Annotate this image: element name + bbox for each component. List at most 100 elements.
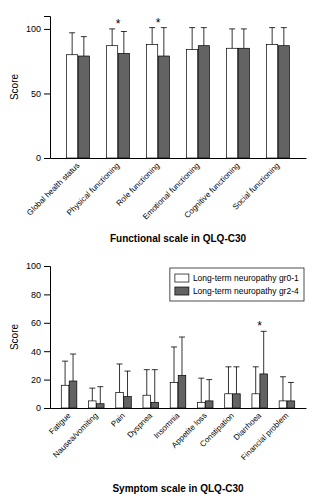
x-axis: FatigueNausea/vomitingPainDyspneaInsomni… — [47, 409, 306, 463]
tick-mark — [44, 323, 50, 324]
error-bar — [206, 380, 212, 401]
chart: 0 50 100 Global health statusPhysical funct… — [0, 0, 316, 500]
tick: Physical functioning — [65, 161, 121, 217]
tick-mark — [44, 351, 50, 352]
tick-label: Physical functioning — [65, 161, 121, 217]
error-bar — [171, 347, 177, 383]
tick-label: 0 — [36, 403, 41, 413]
error-bar — [225, 367, 231, 394]
error-bar — [253, 367, 259, 394]
axis-line — [51, 158, 307, 159]
bar — [170, 382, 178, 408]
tick: 0 — [36, 403, 50, 413]
tick-label: Cognitive functioning — [183, 161, 242, 220]
tick: 100 — [26, 24, 50, 34]
tick: Constipation — [198, 411, 236, 449]
error-bar — [161, 28, 167, 56]
tick-mark — [44, 380, 50, 381]
error-bar — [149, 28, 155, 45]
error-bar — [280, 377, 286, 401]
bar — [78, 56, 89, 158]
error-bar — [281, 28, 287, 46]
annotation: * — [156, 16, 161, 30]
tick-label: 80 — [31, 290, 41, 300]
tick: 40 — [31, 347, 50, 357]
legend-item: Long-term neuropathy gr0-1 — [175, 273, 299, 283]
tick: 0 — [36, 153, 50, 163]
bar — [252, 394, 260, 408]
bar — [238, 48, 249, 158]
error-bar — [125, 371, 131, 397]
error-bar — [288, 382, 294, 400]
error-bar — [69, 33, 75, 55]
tick-label: 50 — [31, 89, 41, 99]
y-axis: 0 20 40 60 80 100 — [26, 261, 51, 413]
panel: 0 20 40 60 80 100 FatigueNausea/vomitingPainDy… — [9, 261, 307, 494]
tick-label: Constipation — [198, 411, 236, 449]
error-bar — [229, 29, 235, 48]
error-bar — [97, 387, 103, 404]
error-bar — [198, 378, 204, 402]
x-axis: Global health statusPhysical functioning… — [25, 159, 306, 222]
error-bar — [89, 388, 95, 401]
error-bar — [121, 31, 127, 53]
axis-line — [51, 408, 307, 409]
tick-mark — [44, 29, 50, 30]
bar — [279, 401, 287, 408]
tick: Dyspnea — [125, 411, 154, 440]
tick-label: Dyspnea — [125, 411, 154, 440]
tick-label: Financial problem — [239, 411, 290, 462]
error-bar — [109, 29, 115, 46]
legend-frame — [170, 268, 304, 301]
tick-mark — [44, 266, 50, 267]
error-bar — [233, 367, 239, 394]
bar — [124, 397, 132, 408]
error-bar — [189, 28, 195, 50]
legend: Long-term neuropathy gr0-1Long-term neur… — [170, 268, 304, 301]
error-bar — [269, 28, 275, 45]
bar — [69, 381, 77, 408]
tick: Fatigue — [47, 411, 73, 437]
bar — [151, 402, 159, 408]
bar — [158, 56, 169, 158]
tick: 50 — [31, 89, 50, 99]
tick-mark — [44, 158, 50, 159]
bar — [178, 375, 186, 408]
bar — [147, 44, 158, 158]
tick-label: 0 — [36, 153, 41, 163]
bar — [197, 402, 205, 408]
bar — [143, 395, 151, 408]
tick-label: 100 — [26, 24, 41, 34]
bar — [61, 385, 69, 408]
tick: Financial problem — [239, 411, 290, 462]
tick-label: 20 — [31, 375, 41, 385]
tick: Cognitive functioning — [183, 161, 242, 220]
bar — [233, 394, 241, 408]
y-axis-title: Score — [9, 74, 20, 101]
bar — [107, 46, 118, 158]
bar — [96, 404, 104, 408]
bar — [67, 55, 78, 158]
tick: 20 — [31, 375, 50, 385]
x-axis-title: Functional scale in QLQ-C30 — [110, 233, 247, 244]
tick: Nausea/vomiting — [51, 411, 100, 460]
tick-label: 60 — [31, 318, 41, 328]
axis-line — [44, 17, 51, 159]
tick: 60 — [31, 318, 50, 328]
bar — [260, 374, 268, 408]
panel: 0 50 100 Global health statusPhysical funct… — [9, 16, 307, 244]
tick-label: 100 — [26, 261, 41, 271]
plot-area — [61, 331, 294, 408]
x-axis-title: Symptom scale in QLQ-C30 — [112, 483, 244, 494]
bar — [118, 53, 129, 158]
tick-label: 40 — [31, 347, 41, 357]
error-bar — [62, 361, 68, 385]
plot-area — [67, 28, 290, 158]
error-bar — [70, 354, 76, 381]
error-bar — [241, 29, 247, 48]
error-bar — [179, 337, 185, 375]
bar — [187, 50, 198, 158]
error-bar — [81, 37, 87, 56]
tick: 100 — [26, 261, 50, 271]
legend-label: Long-term neuropathy gr0-1 — [193, 273, 299, 283]
